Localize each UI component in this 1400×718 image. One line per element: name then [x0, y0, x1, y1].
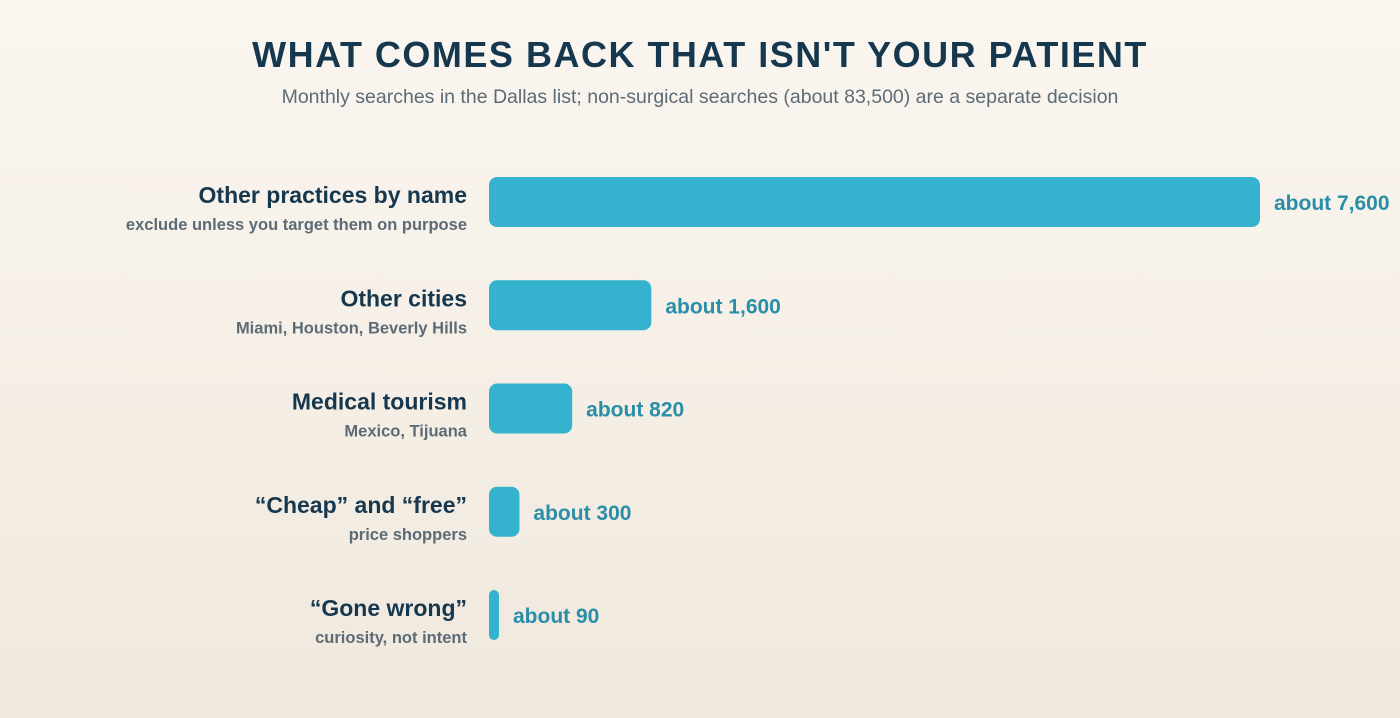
category-description: curiosity, not intent — [315, 629, 467, 647]
data-label: about 90 — [513, 605, 599, 628]
bar — [489, 280, 652, 331]
category-description: Mexico, Tijuana — [344, 423, 467, 441]
category-description: exclude unless you target them on purpos… — [126, 216, 467, 234]
data-label: about 1,600 — [665, 295, 781, 318]
category-label: Medical tourism — [292, 389, 467, 415]
bar-row: Medical tourism Mexico, Tijuana about 820 — [292, 383, 684, 441]
bar — [489, 486, 520, 537]
chart-subtitle: Monthly searches in the Dallas list; non… — [281, 86, 1119, 108]
category-label: “Cheap” and “free” — [255, 492, 467, 518]
chart-title: WHAT COMES BACK THAT ISN'T YOUR PATIENT — [252, 34, 1148, 75]
bar — [489, 590, 499, 640]
category-description: Miami, Houston, Beverly Hills — [236, 319, 467, 337]
bar-row: Other practices by name exclude unless yo… — [126, 177, 1390, 234]
bar — [489, 383, 573, 434]
data-label: about 820 — [586, 399, 684, 422]
bar — [489, 177, 1260, 227]
bar-row: Other cities Miami, Houston, Beverly Hill… — [236, 280, 781, 337]
bar-row: “Gone wrong” curiosity, not intent about 9… — [310, 590, 599, 647]
category-label: Other practices by name — [199, 182, 467, 208]
data-label: about 300 — [533, 502, 631, 525]
bar-row: “Cheap” and “free” price shoppers about 30… — [255, 486, 631, 544]
data-label: about 7,600 — [1274, 192, 1390, 215]
category-label: “Gone wrong” — [310, 595, 467, 621]
category-description: price shoppers — [349, 526, 467, 544]
category-label: Other cities — [340, 285, 467, 311]
